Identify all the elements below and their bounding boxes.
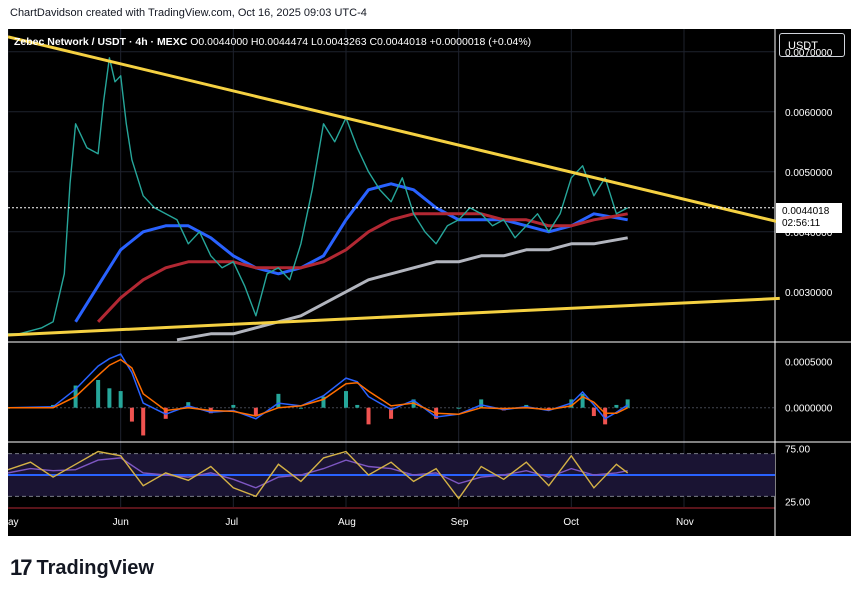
price-tick-label: 0.0040000 xyxy=(785,228,833,239)
tradingview-brand: TradingView xyxy=(36,556,154,579)
macd-histogram-bar xyxy=(231,404,236,408)
time-tick-label: Aug xyxy=(338,517,356,528)
last-price-label: 0.0044018 02:56:11 xyxy=(776,203,842,233)
macd-histogram-bar xyxy=(118,391,123,408)
price-tick-label: 0.0030000 xyxy=(785,288,833,299)
time-tick-label: Nov xyxy=(676,517,694,528)
tradingview-logo[interactable]: 17 TradingView xyxy=(10,555,154,580)
macd-histogram-bar xyxy=(253,407,258,417)
ohlc-values: O0.0044000 H0.0044474 L0.0043263 C0.0044… xyxy=(190,36,532,48)
symbol-legend: Zebec Network / USDT · 4h · MEXC O0.0044… xyxy=(14,36,531,48)
macd-histogram-bar xyxy=(298,407,303,409)
macd-histogram-bar xyxy=(479,399,484,408)
macd-histogram-bar xyxy=(344,391,348,408)
moving-average-line xyxy=(176,236,628,342)
trendline xyxy=(8,35,781,224)
signal-line xyxy=(8,358,629,417)
macd-histogram-bar xyxy=(129,407,134,422)
chart-frame[interactable]: 0.0070000 0.0060000 0.0050000 0.0040000 0.00… xyxy=(8,29,851,536)
macd-histogram-bar xyxy=(276,393,281,408)
bar-countdown: 02:56:11 xyxy=(782,218,821,229)
rsi-ma-line xyxy=(8,457,628,489)
macd-line xyxy=(8,353,629,420)
price-tick-label: 0.0070000 xyxy=(785,48,833,59)
rsi-tick-label: 75.00 xyxy=(785,444,810,455)
attribution-text: ChartDavidson created with TradingView.c… xyxy=(10,7,367,19)
macd-histogram-bar xyxy=(321,396,326,408)
macd-tick-label: 0.0005000 xyxy=(785,357,833,368)
macd-histogram-bar xyxy=(186,402,191,408)
time-tick-label: Sep xyxy=(451,517,469,528)
macd-histogram-bar xyxy=(163,407,168,419)
macd-histogram-bar xyxy=(107,388,112,408)
rsi-tick-label: 25.00 xyxy=(785,498,810,509)
time-tick-label: ay xyxy=(8,517,19,528)
macd-histogram-bar xyxy=(625,399,630,408)
trendline xyxy=(8,296,780,337)
tradingview-logo-icon: 17 xyxy=(10,555,33,580)
macd-histogram-bar xyxy=(591,407,596,417)
last-price-value: 0.0044018 xyxy=(782,206,830,217)
time-tick-label: Jun xyxy=(113,517,129,528)
macd-histogram-bar xyxy=(456,407,461,409)
price-tick-label: 0.0060000 xyxy=(785,108,833,119)
macd-histogram-bar xyxy=(366,407,371,425)
macd-tick-label: 0.0000000 xyxy=(785,404,833,415)
macd-histogram-bar xyxy=(603,407,608,425)
chart-canvas[interactable]: 0.00700000.00600000.00500000.00400000.00… xyxy=(8,29,851,536)
macd-histogram-bar xyxy=(580,393,585,408)
price-tick-label: 0.0050000 xyxy=(785,168,833,179)
macd-histogram-bar xyxy=(96,379,101,408)
price-line xyxy=(8,57,629,335)
time-tick-label: Jul xyxy=(225,517,238,528)
macd-histogram-bar xyxy=(614,404,619,408)
macd-histogram-bar xyxy=(389,407,394,419)
macd-histogram-bar xyxy=(355,404,360,408)
symbol-title: Zebec Network / USDT · 4h · MEXC xyxy=(14,36,188,48)
rsi-line xyxy=(8,450,629,500)
currency-button[interactable]: USDT xyxy=(779,33,845,57)
moving-average-line xyxy=(74,182,628,323)
time-tick-label: Oct xyxy=(563,517,579,528)
macd-histogram-bar xyxy=(141,407,146,436)
